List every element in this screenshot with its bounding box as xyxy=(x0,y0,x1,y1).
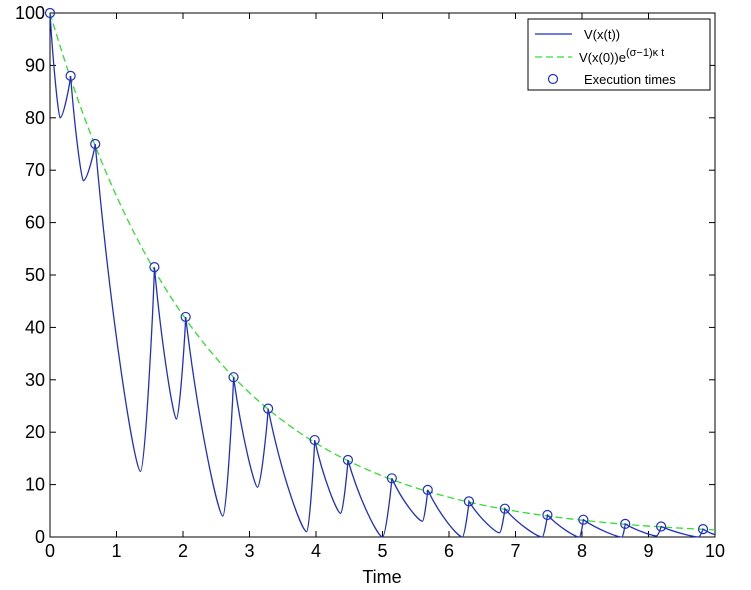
execution-time-marker xyxy=(90,138,101,150)
execution-time-marker xyxy=(65,70,76,81)
y-tick-label: 60 xyxy=(25,213,45,233)
execution-time-marker xyxy=(309,434,320,446)
legend-label-bound: V(x(0))e(σ−1)κ t xyxy=(579,47,664,65)
legend-box xyxy=(527,18,711,91)
x-tick-label: 9 xyxy=(643,541,653,561)
x-tick-label: 8 xyxy=(577,541,587,561)
execution-time-marker xyxy=(44,7,56,19)
x-tick-label: 0 xyxy=(45,541,55,561)
legend-label-markers: Execution times xyxy=(584,72,676,87)
x-tick-label: 2 xyxy=(178,541,188,561)
y-tick-label: 20 xyxy=(25,422,45,442)
series-v-line xyxy=(49,12,716,538)
execution-time-marker xyxy=(228,372,239,383)
x-tick-label: 10 xyxy=(705,541,725,561)
y-tick-label: 100 xyxy=(15,3,45,23)
execution-time-marker xyxy=(463,496,475,507)
execution-time-marker xyxy=(180,311,191,323)
x-axis-title: Time xyxy=(362,567,401,587)
y-tick-label: 30 xyxy=(25,370,45,390)
bound-curve-layer xyxy=(49,12,716,531)
x-tick-label: 6 xyxy=(444,541,454,561)
execution-time-marker xyxy=(149,262,160,273)
x-tick-label: 5 xyxy=(377,541,387,561)
series-bound-line xyxy=(49,12,716,531)
x-tick-label: 3 xyxy=(244,541,254,561)
y-tick-label: 90 xyxy=(25,55,45,75)
legend-swatch-marker xyxy=(547,73,559,85)
legend: V(x(t)) V(x(0))e(σ−1)κ t Execution times xyxy=(527,18,711,91)
execution-time-marker xyxy=(697,524,709,535)
v-curve-layer xyxy=(49,12,716,538)
y-tick-label: 0 xyxy=(35,527,45,547)
execution-time-marker xyxy=(263,403,274,414)
execution-time-marker xyxy=(620,518,631,530)
x-tick-label: 1 xyxy=(111,541,121,561)
y-tick-label: 70 xyxy=(25,160,45,180)
execution-markers-layer xyxy=(44,7,709,535)
execution-time-marker xyxy=(499,503,510,514)
execution-time-marker xyxy=(342,454,354,466)
y-tick-label: 80 xyxy=(25,108,45,128)
execution-time-marker xyxy=(578,514,589,525)
x-tick-label: 4 xyxy=(311,541,321,561)
y-tick-label: 10 xyxy=(25,475,45,495)
execution-time-marker xyxy=(422,484,433,495)
execution-time-marker xyxy=(656,521,667,532)
y-tick-label: 40 xyxy=(25,317,45,337)
legend-label-v: V(x(t)) xyxy=(584,27,620,42)
x-tick-label: 7 xyxy=(510,541,520,561)
plot-area xyxy=(49,12,716,538)
execution-time-marker xyxy=(542,509,553,521)
execution-time-marker xyxy=(386,473,397,484)
y-tick-label: 50 xyxy=(25,265,45,285)
